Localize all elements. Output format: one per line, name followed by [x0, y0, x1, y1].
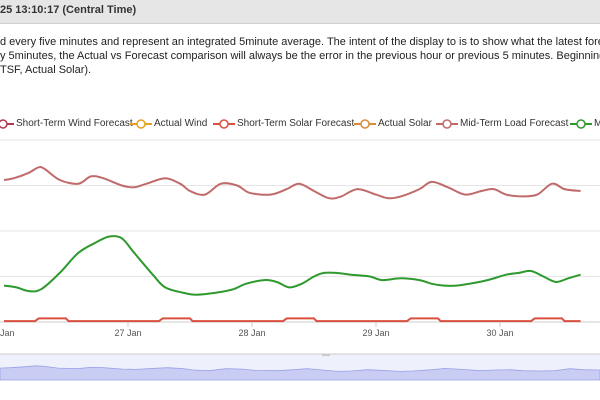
- legend-label: Actual Solar: [378, 118, 432, 129]
- chart-gridlines: [0, 139, 600, 323]
- x-axis: Jan 27 Jan 28 Jan 29 Jan 30 Jan: [0, 322, 514, 338]
- legend-label: Actual Wind: [154, 118, 208, 129]
- legend-label: Mid-Term Load Forecast: [460, 118, 569, 129]
- description-line: y 5minutes, the Actual vs Forecast compa…: [0, 50, 600, 62]
- legend-marker-icon: [570, 119, 592, 129]
- legend-marker-icon: [0, 119, 14, 129]
- legend-marker-icon: [213, 119, 235, 129]
- legend-marker-icon: [130, 119, 152, 129]
- x-tick-label: 27 Jan: [114, 328, 141, 338]
- x-tick-label: 30 Jan: [486, 328, 513, 338]
- navigator-handle[interactable]: [322, 354, 330, 356]
- series-line-mid-term-load-forecast[interactable]: [3, 166, 581, 200]
- series-line-mid-term-wind-forecast[interactable]: [3, 235, 581, 296]
- navigator-series: [0, 365, 600, 381]
- page-title: 25 13:10:17 (Central Time): [0, 4, 137, 16]
- legend-marker-icon: [354, 119, 376, 129]
- legend-label: Short-Term Solar Forecast: [237, 118, 355, 129]
- series-line-short-term-solar-forecast[interactable]: [4, 317, 581, 323]
- chart-series: [3, 166, 581, 323]
- description-text: d every five minutes and represent an in…: [0, 35, 600, 77]
- description-line: d every five minutes and represent an in…: [0, 36, 600, 48]
- description-line: TSF, Actual Solar).: [0, 64, 92, 76]
- x-tick-label: Jan: [0, 328, 15, 338]
- legend-marker-icon: [436, 119, 458, 129]
- legend-label: Short-Term Wind Forecast: [16, 118, 133, 129]
- x-tick-label: 29 Jan: [362, 328, 389, 338]
- legend-label: M: [594, 118, 600, 129]
- header-bar: 25 13:10:17 (Central Time): [0, 0, 600, 24]
- range-navigator[interactable]: [0, 353, 600, 381]
- x-tick-label: 28 Jan: [238, 328, 265, 338]
